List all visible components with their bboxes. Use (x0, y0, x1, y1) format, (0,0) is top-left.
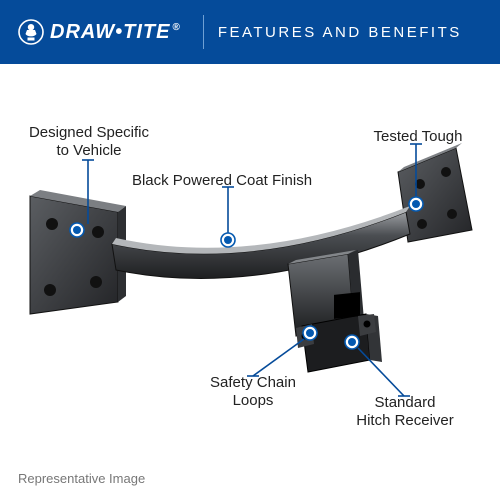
callout-receiver: StandardHitch Receiver (340, 394, 470, 430)
footer-note: Representative Image (18, 471, 145, 486)
diagram-canvas: Designed Specificto Vehicle Black Powere… (0, 64, 500, 500)
marker-receiver (344, 334, 360, 350)
brand-name-text: DRAW•TITE (50, 21, 170, 43)
callout-tested: Tested Tough (358, 128, 478, 146)
callout-black-finish: Black Powered Coat Finish (112, 172, 332, 190)
callout-designed: Designed Specificto Vehicle (14, 124, 164, 160)
header-title: FEATURES AND BENEFITS (218, 24, 462, 41)
hitch-ball-icon (18, 19, 44, 45)
marker-safety (302, 325, 318, 341)
registered-mark: ® (172, 22, 180, 33)
callout-safety: Safety ChainLoops (198, 374, 308, 410)
header-divider (203, 15, 204, 49)
marker-tested (408, 196, 424, 212)
marker-designed (69, 222, 85, 238)
header-bar: DRAW•TITE® FEATURES AND BENEFITS (0, 0, 500, 64)
brand-name: DRAW•TITE® (50, 21, 181, 44)
brand-logo: DRAW•TITE® (18, 19, 199, 45)
marker-black_finish (220, 232, 236, 248)
